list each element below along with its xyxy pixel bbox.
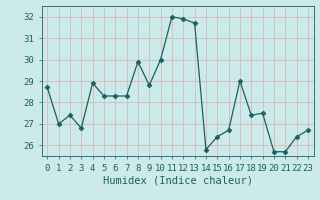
X-axis label: Humidex (Indice chaleur): Humidex (Indice chaleur) [103,175,252,185]
